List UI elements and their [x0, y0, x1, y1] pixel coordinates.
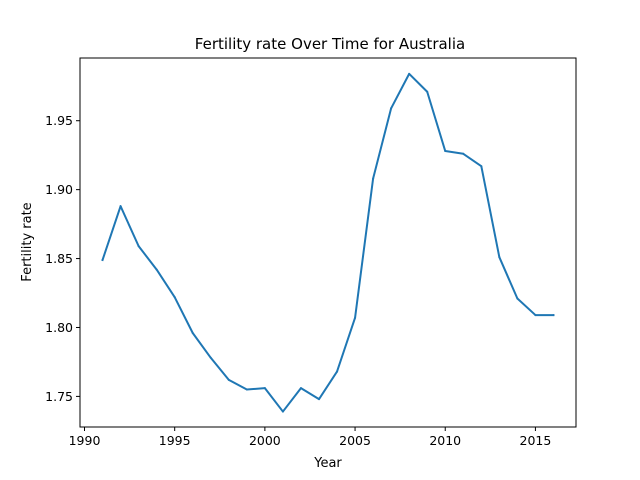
x-tick-label: 1995 [159, 433, 191, 448]
data-point [444, 150, 447, 153]
data-point [227, 378, 230, 381]
data-point [137, 245, 140, 248]
fertility-rate-line [101, 72, 555, 413]
data-point [498, 256, 501, 259]
data-point [408, 72, 411, 75]
y-tick-label: 1.85 [45, 251, 73, 266]
data-point [426, 90, 429, 93]
data-point [191, 331, 194, 334]
data-point [317, 398, 320, 401]
plot-area-frame [79, 57, 577, 428]
data-point [354, 316, 357, 319]
y-tick-label: 1.90 [45, 182, 73, 197]
y-tick-label: 1.95 [45, 113, 73, 128]
x-axis-label: Year [313, 456, 342, 471]
data-point [263, 387, 266, 390]
data-point [173, 296, 176, 299]
x-axis-ticks: 1990 1995 2000 2005 2010 2015 [69, 427, 552, 448]
data-point [462, 152, 465, 155]
data-point [372, 177, 375, 180]
data-point [516, 297, 519, 300]
data-point [534, 314, 537, 317]
data-point [209, 356, 212, 359]
data-point [336, 370, 339, 373]
data-point [299, 387, 302, 390]
data-point [390, 107, 393, 110]
x-tick-label: 2010 [429, 433, 461, 448]
y-tick-label: 1.75 [45, 389, 73, 404]
x-tick-label: 2005 [339, 433, 371, 448]
x-tick-label: 2015 [520, 433, 552, 448]
y-axis-label: Fertility rate [20, 202, 35, 281]
data-point [119, 205, 122, 208]
x-tick-label: 2000 [249, 433, 281, 448]
data-points [101, 72, 555, 413]
data-point [155, 268, 158, 271]
x-tick-label: 1990 [69, 433, 101, 448]
data-point [245, 388, 248, 391]
data-point [480, 165, 483, 168]
data-point [552, 314, 555, 317]
data-point [281, 410, 284, 413]
y-tick-label: 1.80 [45, 320, 73, 335]
chart-title: Fertility rate Over Time for Australia [195, 35, 465, 53]
data-point [101, 258, 104, 261]
y-axis-ticks: 1.75 1.80 1.85 1.90 1.95 [45, 113, 80, 404]
